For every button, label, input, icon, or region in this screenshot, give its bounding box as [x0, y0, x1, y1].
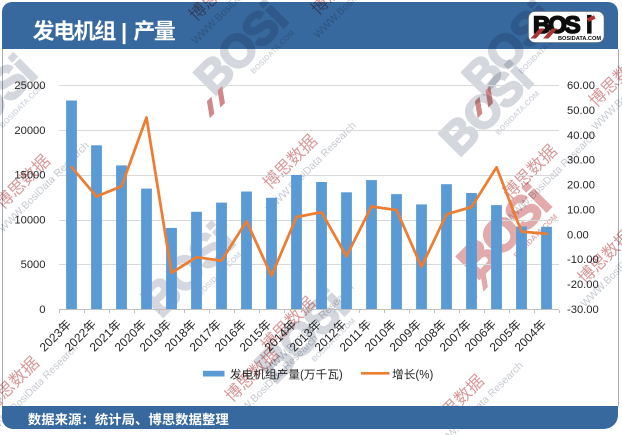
svg-text:-20.00: -20.00 [567, 279, 599, 291]
svg-text:20.00: 20.00 [567, 180, 595, 192]
svg-text:): ) [339, 370, 343, 382]
svg-text:0: 0 [39, 304, 45, 316]
svg-text:10.00: 10.00 [567, 204, 595, 216]
svg-text:i: i [586, 12, 593, 39]
svg-text:30.00: 30.00 [567, 155, 595, 167]
svg-text:(: ( [300, 370, 304, 382]
svg-text:-10.00: -10.00 [567, 254, 599, 266]
svg-text:5000: 5000 [21, 259, 46, 271]
svg-text:15000: 15000 [14, 170, 45, 182]
svg-text:20000: 20000 [14, 125, 45, 137]
svg-text:0.00: 0.00 [567, 229, 589, 241]
svg-text:25000: 25000 [14, 80, 45, 92]
svg-text:50.00: 50.00 [567, 105, 595, 117]
svg-text:|: | [121, 19, 127, 44]
svg-text:BOSIDATA.COM: BOSIDATA.COM [558, 36, 601, 42]
svg-text:BOS: BOS [533, 12, 581, 39]
svg-text:40.00: 40.00 [567, 130, 595, 142]
svg-text:10000: 10000 [14, 214, 45, 226]
svg-text:-30.00: -30.00 [567, 304, 599, 316]
svg-text:(%): (%) [415, 370, 433, 382]
svg-text:60.00: 60.00 [567, 80, 595, 92]
